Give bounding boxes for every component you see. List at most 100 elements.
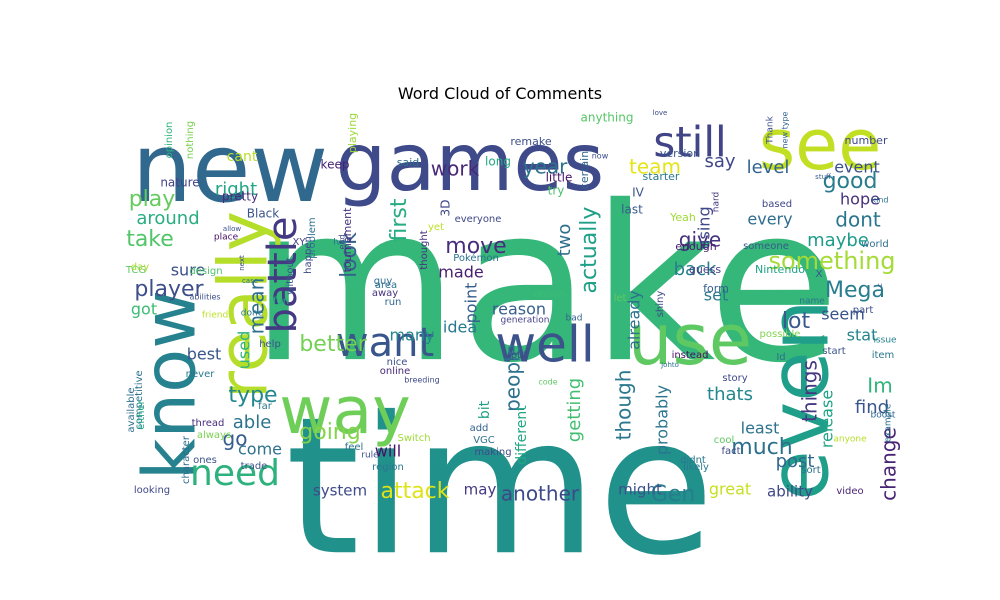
word-62: set bbox=[704, 286, 728, 305]
word-51: thats bbox=[707, 384, 753, 405]
word-79: ability bbox=[767, 483, 813, 501]
word-53: post bbox=[776, 451, 815, 472]
word-121: day bbox=[131, 262, 149, 273]
word-108: enough bbox=[675, 240, 716, 253]
word-2: new bbox=[132, 114, 328, 224]
word-138: let bbox=[614, 293, 627, 304]
word-195: next bbox=[238, 255, 246, 271]
word-38: made bbox=[438, 263, 483, 282]
word-67: probably bbox=[653, 385, 672, 455]
word-118: everyone bbox=[455, 214, 502, 225]
word-49: change bbox=[877, 427, 901, 501]
word-100: version bbox=[660, 147, 700, 160]
word-80: system bbox=[313, 482, 367, 500]
word-187: end bbox=[338, 234, 347, 249]
word-88: Black bbox=[247, 207, 280, 221]
word-132: away bbox=[372, 288, 398, 299]
word-192: code bbox=[538, 378, 557, 387]
word-103: number bbox=[845, 134, 888, 147]
word-190: Johto bbox=[660, 361, 679, 369]
word-39: two bbox=[554, 224, 575, 257]
word-85: bit bbox=[477, 400, 493, 419]
word-162: feel bbox=[345, 442, 364, 453]
word-136: generation bbox=[501, 316, 550, 326]
word-106: playing bbox=[346, 113, 359, 153]
word-142: part bbox=[853, 305, 874, 316]
word-186: XY bbox=[293, 237, 307, 248]
word-43: Im bbox=[867, 374, 892, 398]
word-193: X bbox=[816, 269, 823, 280]
word-154: never bbox=[186, 369, 216, 380]
word-91: IV bbox=[632, 186, 645, 200]
word-185: stuff bbox=[815, 173, 831, 181]
word-36: mean bbox=[245, 278, 269, 335]
word-83: different bbox=[514, 405, 530, 465]
word-7: really bbox=[205, 211, 284, 399]
word-45: Gen bbox=[651, 482, 696, 507]
word-5: way bbox=[279, 374, 410, 449]
word-0: make bbox=[250, 159, 840, 410]
word-64: idea bbox=[443, 318, 477, 337]
word-129: without bbox=[285, 257, 296, 295]
word-14: need bbox=[190, 453, 280, 494]
word-163: add bbox=[470, 423, 489, 434]
word-68: go bbox=[223, 427, 248, 451]
word-46: another bbox=[501, 482, 580, 506]
word-140: possible bbox=[760, 329, 801, 340]
word-160: ones bbox=[193, 455, 217, 466]
word-149: nice bbox=[387, 357, 408, 368]
word-92: last bbox=[621, 203, 643, 217]
word-105: nothing bbox=[185, 121, 196, 159]
word-168: rule bbox=[361, 451, 379, 461]
word-112: someone bbox=[743, 241, 789, 252]
word-93: little bbox=[546, 171, 573, 185]
word-126: done bbox=[241, 309, 264, 319]
word-175: anyone bbox=[833, 435, 867, 445]
word-21: say bbox=[704, 151, 735, 172]
word-110: form bbox=[703, 282, 729, 295]
word-144: start bbox=[822, 346, 845, 357]
word-119: yet bbox=[428, 222, 444, 233]
chart-title: Word Cloud of Comments bbox=[397, 84, 603, 103]
word-3: games bbox=[336, 116, 605, 209]
word-84: point bbox=[462, 283, 481, 324]
word-145: item bbox=[872, 350, 895, 361]
word-143: issue bbox=[873, 336, 897, 346]
word-63: reason bbox=[492, 300, 546, 319]
word-18: work bbox=[431, 157, 480, 181]
word-29: play bbox=[129, 187, 176, 212]
word-96: keep bbox=[321, 158, 350, 172]
word-171: fact bbox=[721, 446, 740, 457]
word-180: love bbox=[653, 109, 668, 117]
word-120: TCG bbox=[125, 265, 146, 276]
word-15: something bbox=[768, 247, 895, 275]
word-30: take bbox=[126, 227, 174, 252]
word-35: lot bbox=[782, 309, 811, 334]
word-147: instead bbox=[672, 350, 709, 361]
word-20: year bbox=[523, 155, 568, 179]
word-50: people bbox=[501, 344, 525, 412]
word-197: c bbox=[876, 283, 884, 287]
word-179: boost bbox=[871, 411, 896, 421]
word-113: based bbox=[762, 199, 792, 210]
word-58: every bbox=[747, 210, 792, 229]
word-151: help bbox=[259, 339, 281, 350]
word-156: thread bbox=[192, 418, 225, 429]
word-152: competitive bbox=[134, 370, 145, 429]
word-155: far bbox=[258, 401, 273, 412]
word-27: look bbox=[337, 232, 362, 278]
word-65: using bbox=[695, 206, 714, 249]
word-194: case bbox=[242, 277, 258, 285]
word-13: want bbox=[336, 320, 434, 366]
word-135: option bbox=[533, 289, 565, 300]
word-99: anything bbox=[581, 111, 634, 125]
word-17: going bbox=[299, 420, 360, 445]
word-34: better bbox=[299, 332, 367, 357]
word-4: see bbox=[759, 104, 882, 186]
word-66: already bbox=[625, 290, 644, 350]
word-182: new type bbox=[781, 111, 790, 148]
word-109: guess bbox=[689, 263, 721, 276]
word-173: likely bbox=[683, 462, 709, 473]
word-6: even bbox=[752, 299, 847, 500]
